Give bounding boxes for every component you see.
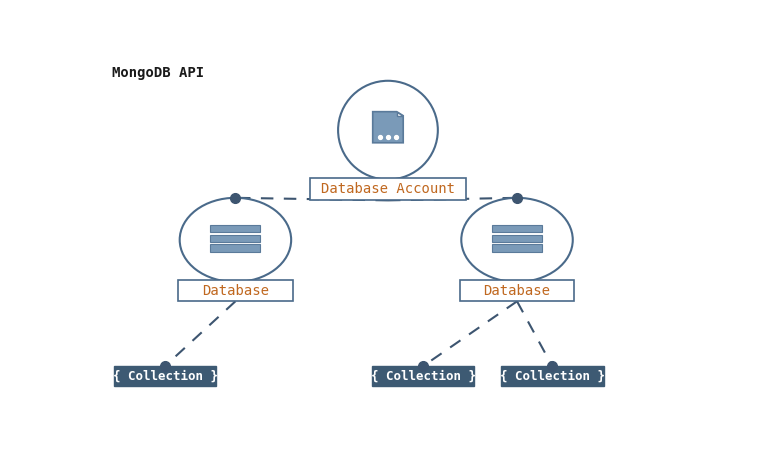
FancyBboxPatch shape	[210, 225, 260, 232]
Polygon shape	[397, 112, 403, 116]
FancyBboxPatch shape	[114, 366, 217, 386]
FancyBboxPatch shape	[492, 225, 542, 232]
FancyBboxPatch shape	[310, 178, 466, 200]
FancyBboxPatch shape	[492, 245, 542, 252]
FancyBboxPatch shape	[210, 245, 260, 252]
Text: { Collection }: { Collection }	[371, 370, 475, 383]
FancyBboxPatch shape	[501, 366, 603, 386]
Ellipse shape	[461, 198, 573, 282]
FancyBboxPatch shape	[492, 235, 542, 242]
FancyBboxPatch shape	[210, 235, 260, 242]
Text: { Collection }: { Collection }	[500, 370, 605, 383]
Ellipse shape	[338, 81, 438, 180]
Polygon shape	[372, 112, 403, 143]
Text: Database: Database	[484, 284, 550, 298]
FancyBboxPatch shape	[459, 280, 575, 301]
Text: Database: Database	[202, 284, 269, 298]
Text: Database Account: Database Account	[321, 182, 455, 196]
Ellipse shape	[179, 198, 291, 282]
FancyBboxPatch shape	[372, 366, 475, 386]
Text: { Collection }: { Collection }	[113, 370, 217, 383]
Text: MongoDB API: MongoDB API	[112, 66, 204, 80]
FancyBboxPatch shape	[178, 280, 293, 301]
